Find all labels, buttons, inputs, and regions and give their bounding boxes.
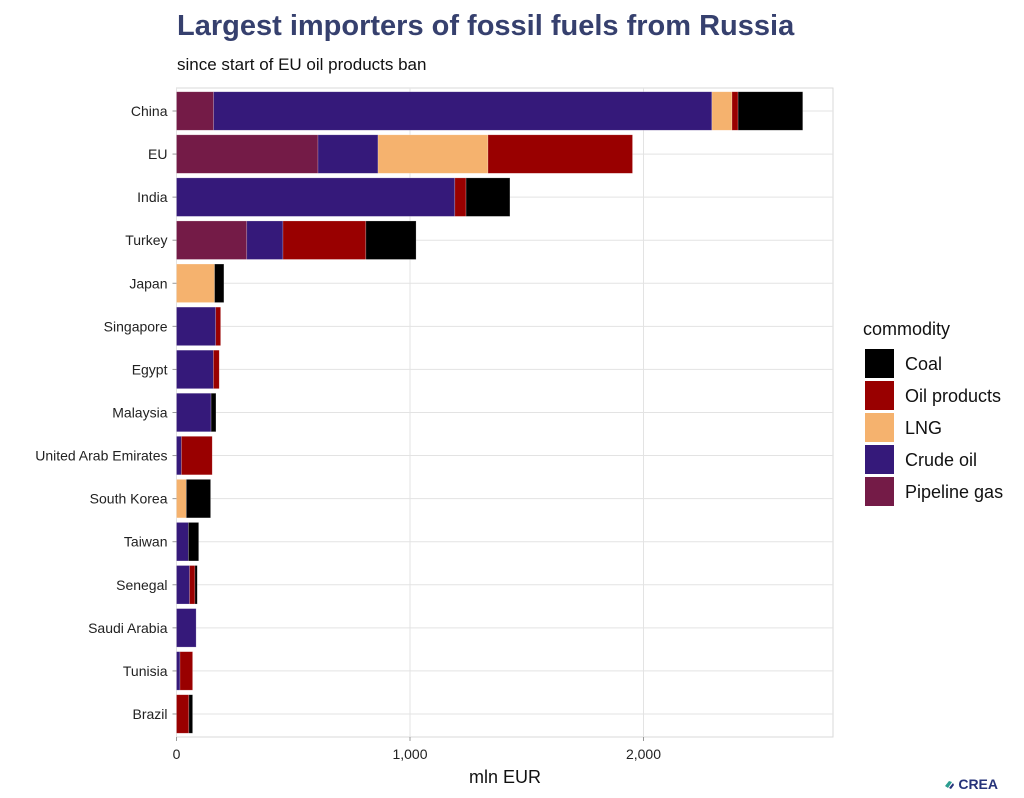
bar-coal: [465, 177, 511, 217]
bar-coal: [737, 91, 804, 131]
legend-key: [865, 445, 894, 474]
legend-label: Coal: [905, 354, 942, 374]
legend-key: [865, 413, 894, 442]
bar-lng: [176, 479, 187, 519]
y-tick-label: Brazil: [132, 706, 167, 722]
bar-coal: [194, 565, 198, 605]
bar-pipeline-gas: [176, 220, 248, 260]
bar-coal: [210, 392, 217, 433]
chart-subtitle: since start of EU oil products ban: [177, 55, 427, 74]
y-tick-label: EU: [148, 146, 167, 162]
bar-crude-oil: [317, 134, 379, 174]
legend-key: [865, 381, 894, 410]
bar-crude-oil: [176, 392, 212, 433]
y-tick-label: Malaysia: [112, 404, 167, 420]
y-tick-label: Egypt: [132, 361, 168, 377]
bar-oil-products: [487, 134, 633, 174]
y-tick-label: Senegal: [116, 577, 167, 593]
legend-key: [865, 477, 894, 506]
y-tick-label: Tunisia: [123, 663, 168, 679]
x-tick-label: 1,000: [392, 746, 427, 762]
bar-crude-oil: [176, 436, 182, 476]
bar-oil-products: [213, 349, 220, 389]
bar-oil-products: [181, 436, 213, 476]
crea-logo-icon: [945, 781, 955, 789]
y-tick-label: India: [137, 189, 168, 205]
bar-lng: [711, 91, 733, 131]
x-tick-label: 0: [173, 746, 181, 762]
bar-oil-products: [282, 220, 367, 260]
bar-coal: [186, 479, 211, 519]
bar-crude-oil: [176, 522, 189, 562]
bar-crude-oil: [176, 608, 197, 648]
bar-oil-products: [215, 306, 221, 346]
legend-label: Crude oil: [905, 450, 977, 470]
bar-pipeline-gas: [176, 91, 214, 131]
chart-title: Largest importers of fossil fuels from R…: [177, 10, 795, 42]
logo-text: CREA: [958, 776, 998, 792]
y-tick-label: Taiwan: [124, 534, 168, 550]
bar-oil-products: [454, 177, 467, 217]
bar-lng: [176, 263, 215, 303]
bar-pipeline-gas: [176, 134, 319, 174]
y-tick-label: South Korea: [90, 491, 168, 507]
bar-crude-oil: [176, 177, 456, 217]
bar-crude-oil: [246, 220, 284, 260]
y-tick-label: Turkey: [125, 232, 167, 248]
bar-crude-oil: [213, 91, 713, 131]
bar-coal: [365, 220, 417, 260]
bar-oil-products: [176, 694, 190, 734]
bar-crude-oil: [176, 651, 181, 691]
legend-label: Pipeline gas: [905, 482, 1003, 502]
y-tick-label: Japan: [129, 275, 167, 291]
legend-key: [865, 349, 894, 378]
bar-crude-oil: [176, 565, 190, 605]
x-axis-label: mln EUR: [469, 767, 541, 787]
y-tick-label: United Arab Emirates: [35, 448, 167, 464]
y-tick-label: Singapore: [104, 318, 168, 334]
bar-oil-products: [189, 565, 196, 605]
bar-coal: [188, 522, 199, 562]
bar-crude-oil: [176, 349, 214, 389]
bar-coal: [188, 694, 193, 734]
bar-oil-products: [731, 91, 739, 131]
legend-title: commodity: [863, 319, 950, 339]
bar-lng: [377, 134, 489, 174]
crea-logo: CREA: [943, 776, 998, 792]
legend: commodity Coal Oil products LNG Crude oil Pip…: [863, 319, 1003, 506]
legend-label: LNG: [905, 418, 942, 438]
y-tick-label: Saudi Arabia: [88, 620, 168, 636]
y-tick-label: China: [131, 103, 168, 119]
bar-coal: [214, 263, 225, 303]
x-tick-label: 2,000: [626, 746, 661, 762]
bar-crude-oil: [176, 306, 217, 346]
legend-label: Oil products: [905, 386, 1001, 406]
bar-oil-products: [179, 651, 193, 691]
